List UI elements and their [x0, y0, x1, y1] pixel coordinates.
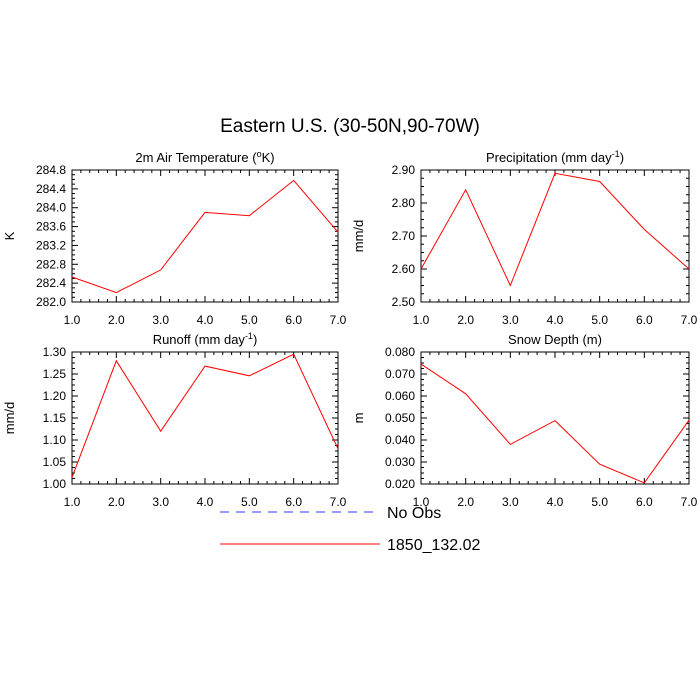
- y-tick-label: 0.060: [385, 389, 415, 403]
- panel-air-temperature: 1.0 2.0 3.0 4.0 5.0 6.0 7.0 282.0 282.4 282.8 283.…: [2, 149, 347, 327]
- x-tick-label: 3.0: [152, 495, 169, 509]
- x-tick-label: 1.0: [413, 495, 430, 509]
- y-tick-label: 0.040: [385, 433, 415, 447]
- y-tick-label: 2.80: [392, 196, 416, 210]
- y-tick-label: 1.00: [43, 477, 67, 491]
- y-tick-label: 2.90: [392, 163, 416, 177]
- legend: No Obs 1850_132.02: [220, 505, 481, 554]
- x-tick-label: 7.0: [681, 495, 698, 509]
- x-tick-label: 2.0: [108, 313, 125, 327]
- x-tick-label: 5.0: [591, 495, 608, 509]
- y-axis-label: K: [2, 231, 17, 240]
- x-tick-label: 5.0: [241, 495, 258, 509]
- series-line-1850_132.02: [420, 363, 690, 484]
- x-tick-label: 7.0: [681, 313, 698, 327]
- y-tick-label: 0.050: [385, 411, 415, 425]
- x-tick-label: 4.0: [197, 495, 214, 509]
- y-tick-label: 283.6: [36, 220, 66, 234]
- x-tick-label: 1.0: [64, 313, 81, 327]
- x-tick-label: 3.0: [502, 495, 519, 509]
- x-tick-label: 4.0: [547, 313, 564, 327]
- plot-frame: [420, 351, 690, 485]
- x-tick-label: 3.0: [152, 313, 169, 327]
- series-line-1850_132.02: [71, 353, 339, 478]
- plot-frame: [71, 169, 339, 303]
- y-tick-label: 0.020: [385, 477, 415, 491]
- y-tick-label: 1.10: [43, 433, 67, 447]
- x-tick-label: 4.0: [197, 313, 214, 327]
- x-tick-label: 1.0: [413, 313, 430, 327]
- y-tick-label: 1.25: [43, 367, 67, 381]
- panel-precipitation: 1.0 2.0 3.0 4.0 5.0 6.0 7.0 2.50 2.60 2.70 2.80 2.9…: [351, 149, 698, 327]
- y-axis-label: mm/d: [351, 220, 366, 253]
- y-tick-label: 282.0: [36, 295, 66, 309]
- x-tick-label: 5.0: [591, 313, 608, 327]
- panel-title: Precipitation (mm day-1): [486, 149, 624, 165]
- plot-frame: [420, 169, 690, 303]
- y-tick-label: 1.05: [43, 455, 67, 469]
- y-tick-label: 282.8: [36, 257, 66, 271]
- panel-runoff: 1.0 2.0 3.0 4.0 5.0 6.0 7.0 1.00 1.05 1.10 1.15 1.2…: [2, 331, 347, 509]
- x-tick-label: 7.0: [330, 495, 347, 509]
- x-tick-label: 2.0: [457, 313, 474, 327]
- legend-label-no-obs: No Obs: [387, 505, 441, 522]
- x-tick-label: 7.0: [330, 313, 347, 327]
- x-tick-label: 6.0: [285, 313, 302, 327]
- x-tick-label: 2.0: [457, 495, 474, 509]
- y-tick-label: 0.070: [385, 367, 415, 381]
- panel-title: 2m Air Temperature (oK): [135, 149, 274, 165]
- x-tick-label: 6.0: [285, 495, 302, 509]
- y-tick-label: 0.030: [385, 455, 415, 469]
- y-tick-label: 283.2: [36, 238, 66, 252]
- x-tick-label: 1.0: [64, 495, 81, 509]
- y-tick-label: 2.50: [392, 295, 416, 309]
- y-tick-label: 2.70: [392, 229, 416, 243]
- series-line-1850_132.02: [71, 179, 339, 294]
- panel-title: Runoff (mm day-1): [153, 331, 258, 347]
- panel-title: Snow Depth (m): [508, 332, 602, 347]
- panel-snow-depth: 1.0 2.0 3.0 4.0 5.0 6.0 7.0 0.020 0.030 0.040 0.05…: [351, 332, 698, 509]
- y-tick-label: 284.8: [36, 163, 66, 177]
- y-tick-label: 282.4: [36, 276, 66, 290]
- y-axis-label: mm/d: [2, 402, 17, 435]
- x-tick-label: 6.0: [636, 313, 653, 327]
- y-tick-label: 1.20: [43, 389, 67, 403]
- y-tick-label: 1.15: [43, 411, 67, 425]
- x-tick-label: 2.0: [108, 495, 125, 509]
- figure-title: Eastern U.S. (30-50N,90-70W): [220, 116, 480, 137]
- y-tick-label: 284.0: [36, 201, 66, 215]
- panels: 1.0 2.0 3.0 4.0 5.0 6.0 7.0 282.0 282.4 282.8 283.…: [2, 149, 698, 509]
- x-tick-label: 6.0: [636, 495, 653, 509]
- y-tick-label: 284.4: [36, 182, 66, 196]
- series-line-1850_132.02: [420, 172, 690, 287]
- y-tick-label: 2.60: [392, 262, 416, 276]
- legend-label-1850: 1850_132.02: [387, 537, 481, 554]
- y-tick-label: 1.30: [43, 345, 67, 359]
- x-tick-label: 4.0: [547, 495, 564, 509]
- y-tick-label: 0.080: [385, 345, 415, 359]
- x-tick-label: 5.0: [241, 313, 258, 327]
- x-tick-label: 3.0: [502, 313, 519, 327]
- y-axis-label: m: [351, 413, 366, 424]
